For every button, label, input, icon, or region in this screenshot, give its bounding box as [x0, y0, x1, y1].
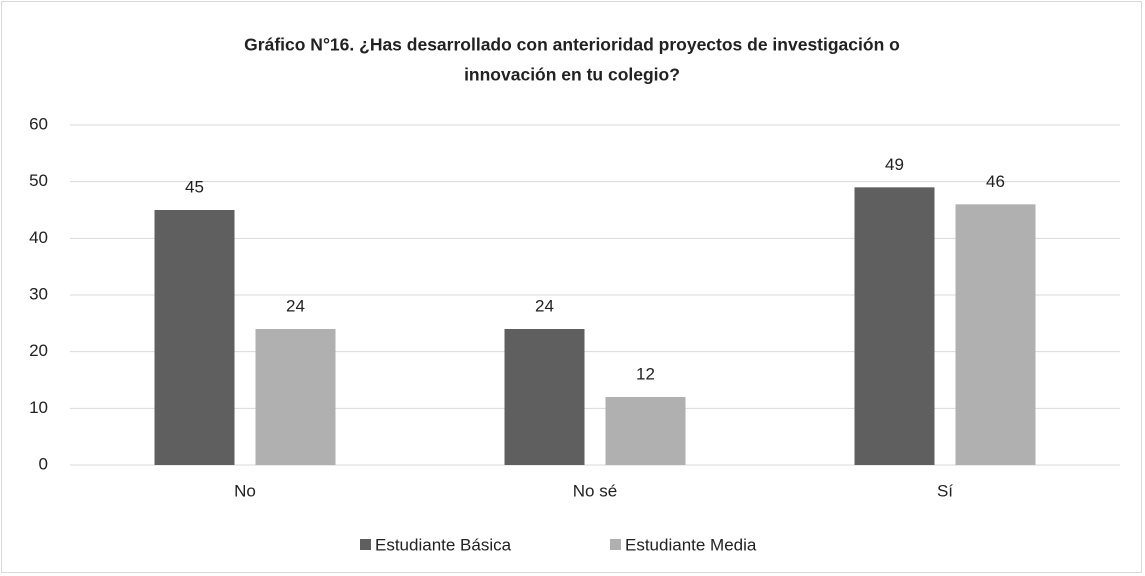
x-tick-label: No sé [573, 481, 617, 500]
bar [154, 210, 235, 465]
bar [854, 187, 935, 466]
y-tick-label: 20 [29, 341, 48, 360]
y-tick-label: 40 [29, 228, 48, 247]
chart-title: Gráfico N°16. ¿Has desarrollado con ante… [244, 35, 900, 55]
y-tick-label: 30 [29, 284, 48, 303]
data-label: 45 [185, 177, 204, 196]
x-tick-label: No [234, 481, 256, 500]
data-label: 49 [885, 155, 904, 174]
y-tick-label: 50 [29, 171, 48, 190]
y-tick-label: 0 [39, 454, 48, 473]
legend-label: Estudiante Básica [375, 535, 512, 554]
legend-swatch [360, 539, 371, 550]
bar [605, 397, 686, 465]
bar [255, 329, 336, 465]
data-label: 24 [286, 296, 305, 315]
bar [955, 204, 1036, 466]
y-tick-label: 10 [29, 398, 48, 417]
legend-label: Estudiante Media [625, 535, 757, 554]
bar [504, 329, 585, 465]
data-label: 12 [636, 364, 655, 383]
data-label: 24 [535, 296, 554, 315]
x-tick-label: Sí [937, 481, 953, 500]
y-tick-label: 60 [29, 114, 48, 133]
data-label: 46 [986, 172, 1005, 191]
chart-title: innovación en tu colegio? [464, 65, 680, 85]
legend-swatch [610, 539, 621, 550]
